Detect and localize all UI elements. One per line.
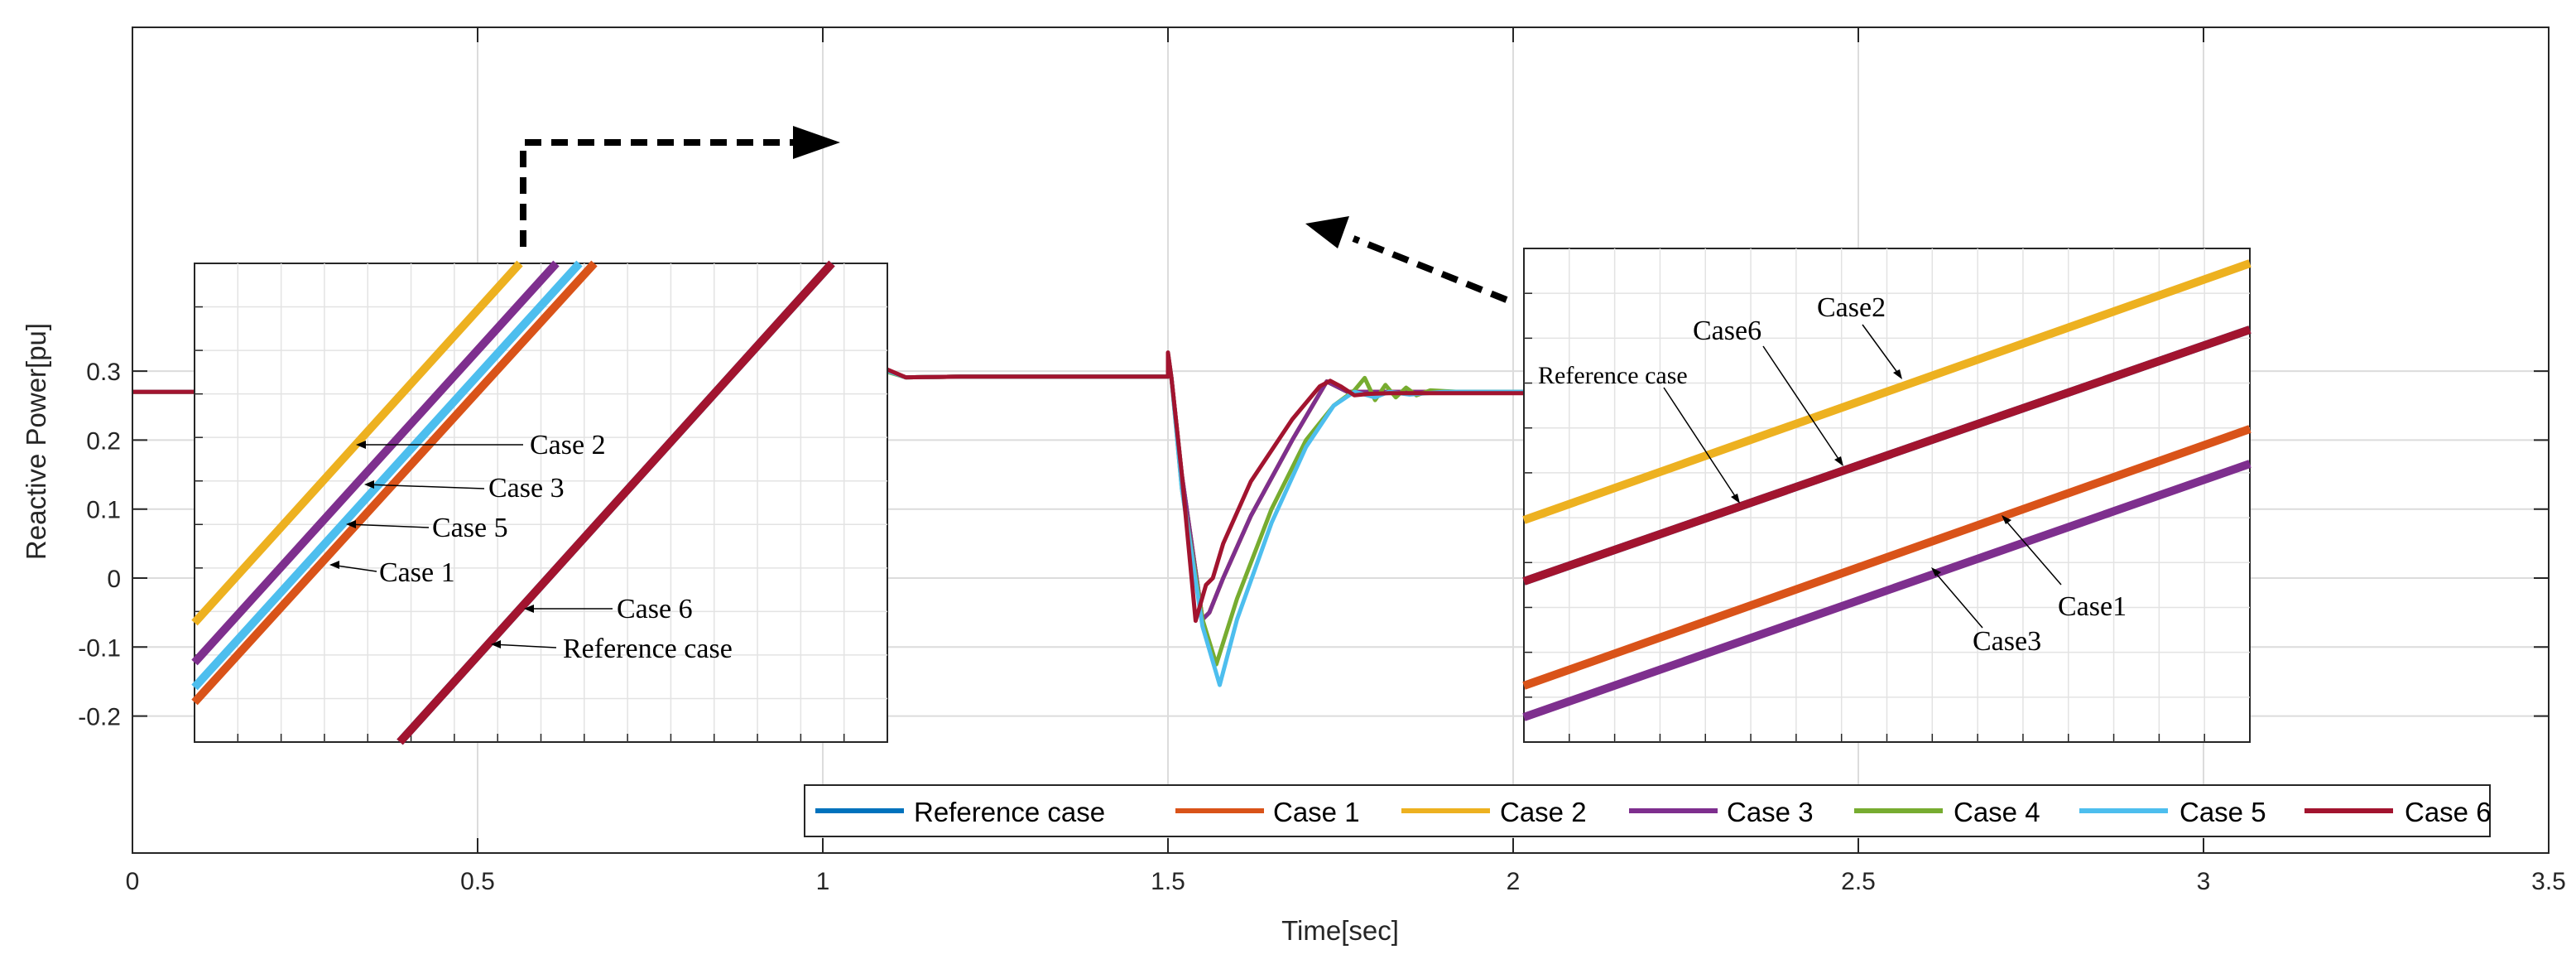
inset-right-label-case1: Case1 — [2058, 591, 2127, 622]
inset-left-annotations: Case 2 Case 3 Case 5 Case 1 Case 6 Refer… — [329, 430, 733, 664]
legend-label-case1: Case 1 — [1273, 797, 1360, 827]
y-ticks: -0.2 -0.1 0 0.1 0.2 0.3 — [78, 359, 2549, 731]
x-tick-label-2: 1 — [816, 868, 830, 895]
y-tick-label-5: 0.3 — [86, 359, 121, 386]
x-tick-label-1: 0.5 — [460, 868, 495, 895]
legend-label-case4: Case 4 — [1954, 797, 2040, 827]
y-tick-label-0: -0.2 — [78, 704, 121, 731]
legend-item-case6: Case 6 — [2304, 797, 2492, 827]
legend-label-case3: Case 3 — [1727, 797, 1814, 827]
inset-left-case1 — [191, 260, 598, 706]
x-tick-label-4: 2 — [1507, 868, 1521, 895]
inset-right-label-case6: Case6 — [1693, 316, 1761, 346]
legend-label-case6: Case 6 — [2405, 797, 2492, 827]
legend-item-case5: Case 5 — [2079, 797, 2266, 827]
inset-right-annotations: Case2 Case6 Reference case Case1 Case3 — [1538, 292, 2127, 657]
legend-label-case5: Case 5 — [2180, 797, 2266, 827]
inset-right-label-reference: Reference case — [1538, 362, 1688, 389]
x-tick-label-6: 3 — [2197, 868, 2211, 895]
x-tick-label-3: 1.5 — [1151, 868, 1185, 895]
inset-left-label-case5: Case 5 — [432, 513, 508, 543]
y-tick-label-2: 0 — [107, 566, 121, 593]
inset-right-lines — [1522, 259, 2252, 721]
inset-left-case6 — [396, 260, 835, 745]
legend-item-case2: Case 2 — [1401, 797, 1587, 827]
inset-left-grid — [195, 263, 887, 742]
legend-item-case4: Case 4 — [1854, 797, 2040, 827]
inset-left-case3 — [191, 260, 560, 666]
inset-right-case3 — [1522, 460, 2252, 721]
left-dashed-arrow — [520, 139, 795, 247]
legend: Reference case Case 1 Case 2 Case 3 Case… — [804, 784, 2492, 837]
inset-left-label-case6: Case 6 — [617, 594, 693, 624]
y-axis-label: Reactive Power[pu] — [21, 323, 51, 560]
x-tick-label-5: 2.5 — [1841, 868, 1876, 895]
pointer-arrows — [520, 126, 1508, 303]
y-tick-label-4: 0.2 — [86, 427, 121, 455]
inset-right-case6 — [1522, 325, 2252, 586]
x-ticks: 0 0.5 1 1.5 2 2.5 3 3.5 — [126, 27, 2566, 895]
left-arrow-head — [793, 126, 840, 159]
inset-right-grid — [1524, 248, 2250, 742]
inset-right-case2 — [1522, 259, 2252, 524]
x-tick-label-0: 0 — [126, 868, 140, 895]
inset-left-case5 — [191, 260, 583, 691]
x-axis-label: Time[sec] — [1281, 915, 1399, 946]
y-tick-label-3: 0.1 — [86, 497, 121, 524]
inset-left: Case 2 Case 3 Case 5 Case 1 Case 6 Refer… — [191, 260, 888, 745]
x-tick-label-7: 3.5 — [2531, 868, 2566, 895]
inset-left-label-case3: Case 3 — [488, 473, 565, 504]
legend-item-case3: Case 3 — [1629, 797, 1814, 827]
inset-left-case2 — [191, 260, 523, 626]
legend-item-case1: Case 1 — [1175, 797, 1360, 827]
legend-item-reference-case: Reference case — [815, 797, 1105, 827]
inset-left-label-case2: Case 2 — [530, 430, 606, 460]
inset-right-label-case2: Case2 — [1817, 292, 1886, 323]
legend-label-case2: Case 2 — [1500, 797, 1587, 827]
inset-right-label-case3: Case3 — [1973, 626, 2041, 657]
right-arrow-head — [1305, 216, 1349, 248]
inset-left-label-reference: Reference case — [563, 634, 733, 664]
inset-right-case1 — [1522, 425, 2252, 690]
right-dashed-arrow — [1352, 235, 1508, 303]
inset-left-label-case1: Case 1 — [379, 557, 455, 588]
y-tick-label-1: -0.1 — [78, 634, 121, 662]
inset-left-lines — [191, 260, 835, 745]
legend-label-reference-case: Reference case — [914, 797, 1105, 827]
inset-right: Case2 Case6 Reference case Case1 Case3 — [1522, 248, 2252, 743]
